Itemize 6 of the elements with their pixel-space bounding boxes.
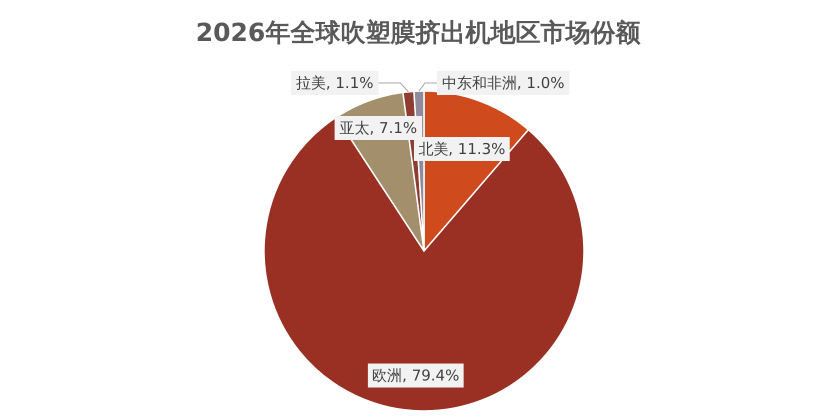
- slice-label: 北美, 11.3%: [418, 140, 506, 158]
- slice-label: 拉美, 1.1%: [296, 74, 374, 92]
- slice-label: 欧洲, 79.4%: [372, 366, 460, 385]
- slice-label: 中东和非洲, 1.0%: [442, 74, 565, 92]
- chart-title: 2026年全球吹塑膜挤出机地区市场份额: [194, 17, 642, 49]
- slice-label: 亚太, 7.1%: [340, 118, 418, 137]
